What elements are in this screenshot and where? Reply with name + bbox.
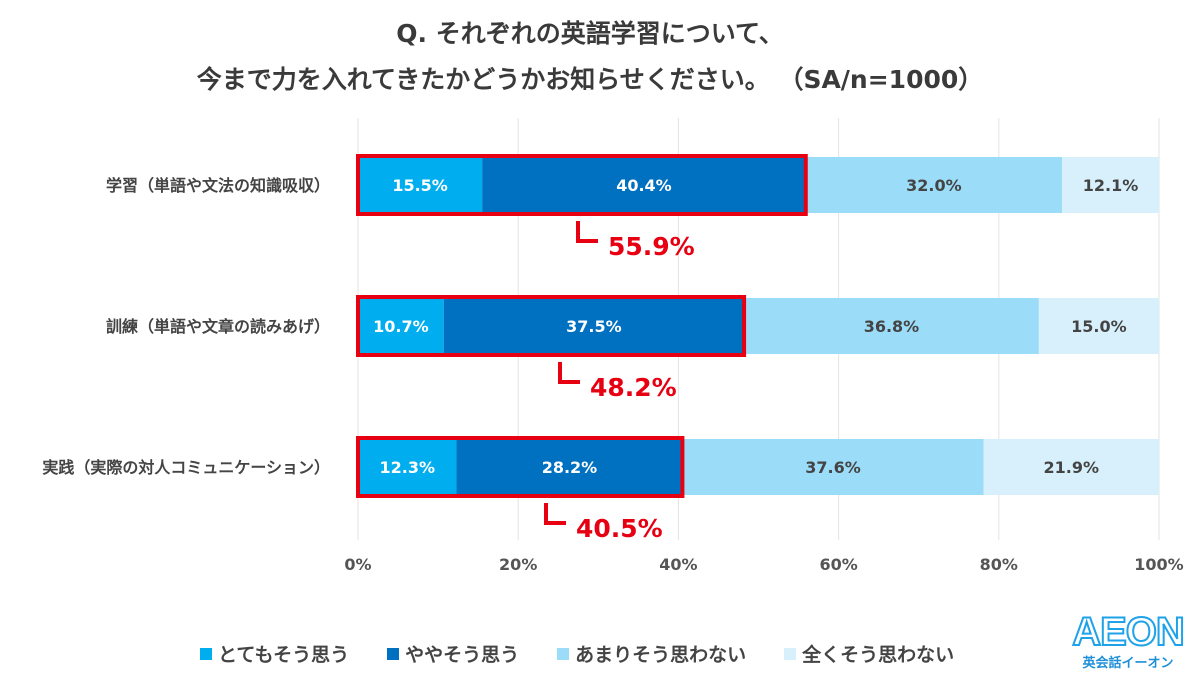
data-label: 12.1%	[1083, 176, 1139, 195]
data-label: 28.2%	[542, 458, 598, 477]
category-label: 実践（実際の対人コミュニケーション）	[42, 458, 330, 477]
data-label: 12.3%	[380, 458, 436, 477]
data-label: 37.5%	[566, 317, 622, 336]
highlight-box	[356, 154, 808, 216]
legend-item: あまりそう思わない	[557, 640, 746, 667]
x-tick-label: 80%	[980, 555, 1018, 574]
bar-segment	[744, 298, 1039, 354]
annotation-bracket	[544, 503, 566, 525]
category-label: 学習（単語や文法の知識吸収）	[106, 176, 330, 195]
data-label: 32.0%	[906, 176, 962, 195]
legend-label: 全くそう思わない	[802, 644, 955, 666]
logo-text: AEON	[1071, 610, 1186, 654]
bar-segment	[983, 439, 1159, 495]
logo-subtext: 英会話イーオン	[1082, 656, 1174, 671]
bar-segment	[1038, 298, 1159, 354]
x-tick-label: 20%	[499, 555, 537, 574]
annotation-total: 40.5%	[576, 514, 663, 543]
legend-swatch	[200, 647, 212, 660]
legend-item: とてもそう思う	[200, 640, 349, 667]
legend-swatch	[387, 647, 400, 660]
chart-subtitle: 今まで力を入れてきたかどうかお知らせください。 （SA/n=1000）	[196, 65, 984, 94]
data-label: 15.0%	[1071, 317, 1127, 336]
legend-item: 全くそう思わない	[784, 640, 954, 667]
highlight-box	[356, 295, 747, 357]
bar-segment	[443, 298, 745, 354]
bar-segment	[482, 157, 806, 213]
bar-segment	[358, 157, 483, 213]
legend-label: あまりそう思わない	[575, 644, 747, 666]
highlight-box	[356, 436, 685, 498]
legend: とてもそう思う ややそう思う あまりそう思わない 全くそう思わない	[200, 640, 954, 667]
chart-title: Q. それぞれの英語学習について、	[396, 19, 784, 48]
aeon-logo: AEON 英会話イーオン	[1060, 610, 1196, 671]
data-label: 36.8%	[864, 317, 920, 336]
x-tick-label: 40%	[659, 555, 697, 574]
legend-label: とてもそう思う	[218, 644, 350, 666]
legend-swatch	[784, 647, 797, 660]
data-label: 40.4%	[616, 176, 672, 195]
legend-swatch	[557, 647, 570, 660]
x-tick-label: 100%	[1134, 555, 1183, 574]
x-tick-label: 60%	[819, 555, 857, 574]
bar-segment	[1062, 157, 1159, 213]
bar-segment	[682, 439, 984, 495]
data-label: 21.9%	[1044, 458, 1100, 477]
annotation-bracket	[558, 362, 580, 384]
data-label: 15.5%	[392, 176, 448, 195]
bar-segment	[456, 439, 683, 495]
data-label: 10.7%	[373, 317, 429, 336]
annotation-total: 48.2%	[590, 373, 677, 402]
bar-segment	[358, 439, 457, 495]
x-tick-label: 0%	[344, 555, 371, 574]
legend-item: ややそう思う	[387, 640, 519, 667]
legend-label: ややそう思う	[405, 644, 520, 666]
bar-segment	[358, 298, 444, 354]
category-label: 訓練（単語や文章の読みあげ）	[106, 317, 330, 336]
annotation-bracket	[576, 221, 598, 243]
bar-segment	[805, 157, 1063, 213]
annotation-total: 55.9%	[608, 232, 695, 261]
data-label: 37.6%	[805, 458, 861, 477]
